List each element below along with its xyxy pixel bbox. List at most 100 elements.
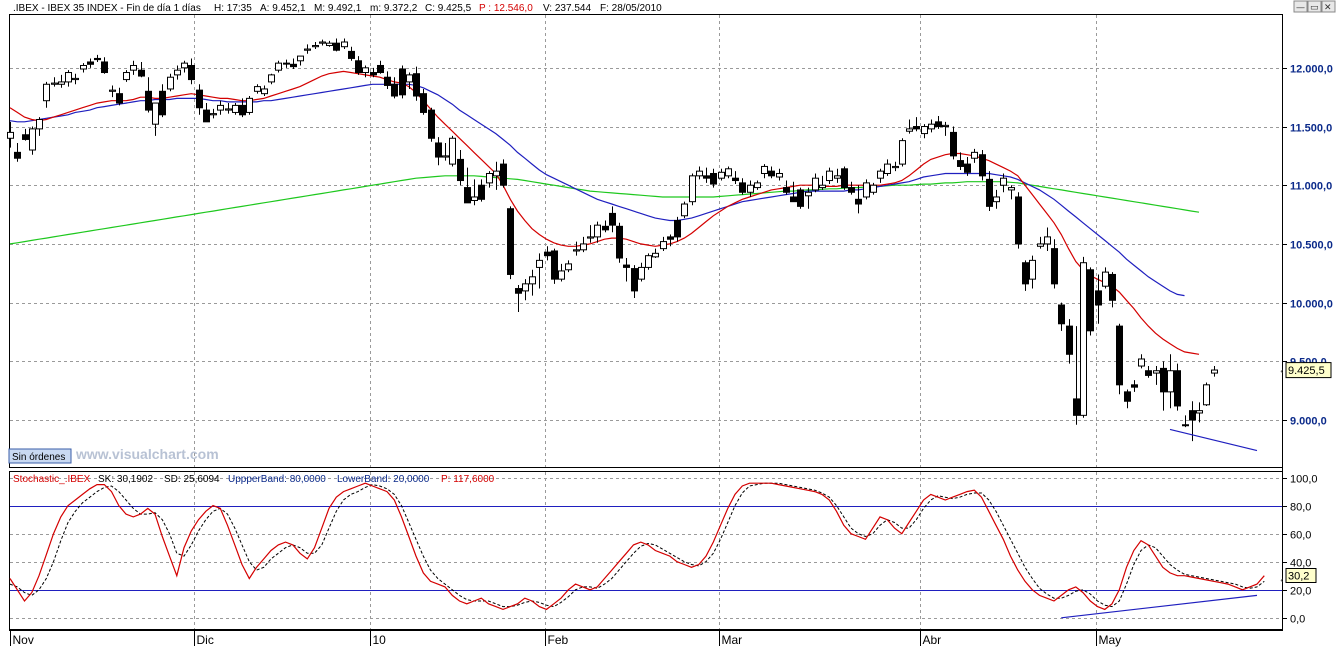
candle bbox=[413, 66, 420, 101]
candle-body-up bbox=[573, 249, 580, 252]
candle-body-down bbox=[355, 60, 362, 74]
candle bbox=[246, 96, 253, 115]
candle-body-down bbox=[116, 93, 123, 104]
header-volume: V: 237.544 bbox=[543, 3, 591, 14]
candle-body-down bbox=[159, 90, 166, 116]
candle bbox=[87, 58, 94, 68]
candle bbox=[94, 54, 101, 62]
date-label: Feb bbox=[548, 633, 569, 647]
stochastic-axis-ticks: 100,0 80,0 60,0 40,0 20,0 0,0 bbox=[1282, 474, 1318, 626]
candle-body-down bbox=[703, 175, 710, 179]
candles bbox=[7, 38, 1218, 442]
candle bbox=[587, 225, 594, 243]
candle bbox=[333, 38, 340, 52]
minimize-button[interactable] bbox=[1293, 0, 1308, 13]
candle bbox=[638, 262, 645, 282]
indicator-lower-band: LowerBand: 20,0000 bbox=[337, 474, 430, 485]
candle bbox=[834, 168, 841, 183]
candle-body-up bbox=[652, 252, 659, 258]
candle-body-up bbox=[326, 42, 333, 47]
candle-body-down bbox=[797, 189, 804, 207]
candle-body-up bbox=[246, 97, 253, 113]
candle-body-down bbox=[841, 168, 848, 189]
candle-body-up bbox=[812, 177, 819, 191]
candle-body-down bbox=[609, 212, 616, 226]
candle bbox=[674, 216, 681, 242]
candle-body-down bbox=[551, 250, 558, 280]
candle-body-up bbox=[594, 224, 601, 238]
price-tick-label: 11.500,0 bbox=[1290, 123, 1332, 135]
candle-body-down bbox=[391, 83, 398, 97]
window-controls: — ▭ ✕ bbox=[1293, 0, 1336, 13]
candle bbox=[130, 60, 137, 75]
candle bbox=[22, 128, 29, 141]
price-tick-label: 10.000,0 bbox=[1290, 299, 1333, 311]
candle-body-up bbox=[558, 270, 565, 280]
candle-body-up bbox=[754, 182, 761, 189]
candle bbox=[239, 98, 246, 118]
candle-body-down bbox=[855, 198, 862, 205]
candle bbox=[957, 152, 964, 170]
candle bbox=[790, 181, 797, 203]
stochastic-tick-label: 80,0 bbox=[1290, 502, 1311, 514]
candle bbox=[1066, 319, 1073, 364]
candle-body-down bbox=[420, 93, 427, 113]
restore-button[interactable] bbox=[1307, 0, 1322, 13]
candle-body-down bbox=[935, 121, 942, 128]
candle-body-down bbox=[399, 68, 406, 96]
candle-body-down bbox=[1095, 290, 1102, 306]
candle-body-up bbox=[529, 276, 536, 285]
candle bbox=[739, 178, 746, 195]
candle-body-up bbox=[493, 170, 500, 177]
price-tick-label: 11.000,0 bbox=[1290, 181, 1332, 193]
last-price-label: 9.425,5 bbox=[1288, 365, 1325, 377]
candle bbox=[660, 236, 667, 251]
candle-body-down bbox=[979, 154, 986, 177]
price-trendline bbox=[1169, 428, 1258, 452]
candle bbox=[1029, 255, 1036, 289]
orders-button[interactable] bbox=[8, 448, 72, 464]
candle-body-up bbox=[565, 263, 572, 271]
close-button[interactable] bbox=[1321, 0, 1336, 13]
last-price-marker: ‹ 9.425,5 bbox=[1280, 362, 1332, 379]
date-label: Dic bbox=[197, 633, 214, 647]
candle-body-up bbox=[681, 203, 688, 217]
candle bbox=[43, 81, 50, 108]
candle-body-up bbox=[971, 151, 978, 159]
stochastic-tick-label: 20,0 bbox=[1290, 586, 1311, 598]
candle bbox=[435, 137, 442, 166]
candle-body-down bbox=[1145, 370, 1152, 376]
candle bbox=[819, 175, 826, 190]
candle-body-up bbox=[261, 88, 268, 95]
candle-body-down bbox=[1051, 248, 1058, 285]
candle-body-down bbox=[790, 196, 797, 203]
candle bbox=[515, 285, 522, 313]
header-time: H: 17:35 bbox=[214, 3, 252, 14]
candle bbox=[319, 39, 326, 46]
candle-body-down bbox=[87, 61, 94, 65]
candle bbox=[848, 181, 855, 195]
candle bbox=[1109, 272, 1116, 308]
candle bbox=[174, 65, 181, 80]
candle-body-down bbox=[783, 187, 790, 193]
stochastic-sd-line bbox=[9, 482, 1265, 608]
candle-body-up bbox=[899, 140, 906, 165]
candle bbox=[870, 182, 877, 195]
candle bbox=[986, 171, 993, 212]
candle bbox=[283, 59, 290, 68]
candle-body-down bbox=[913, 126, 920, 130]
date-label: Nov bbox=[13, 633, 34, 647]
candle bbox=[217, 100, 224, 115]
candle-body-down bbox=[14, 151, 21, 159]
candle-body-up bbox=[645, 255, 652, 268]
candle bbox=[1022, 260, 1029, 291]
stochastic-tick-label: 0,0 bbox=[1290, 614, 1305, 626]
last-stochastic-label: 30,2 bbox=[1288, 571, 1309, 583]
header-symbol: .IBEX - IBEX 35 INDEX - Fin de día 1 día… bbox=[13, 3, 201, 14]
header-prev: P : 12.546,0 bbox=[479, 3, 533, 14]
candle-body-up bbox=[130, 64, 137, 71]
candle-body-up bbox=[892, 165, 899, 169]
candle-body-up bbox=[1029, 259, 1036, 280]
candle bbox=[1000, 173, 1007, 193]
candle bbox=[464, 167, 471, 204]
